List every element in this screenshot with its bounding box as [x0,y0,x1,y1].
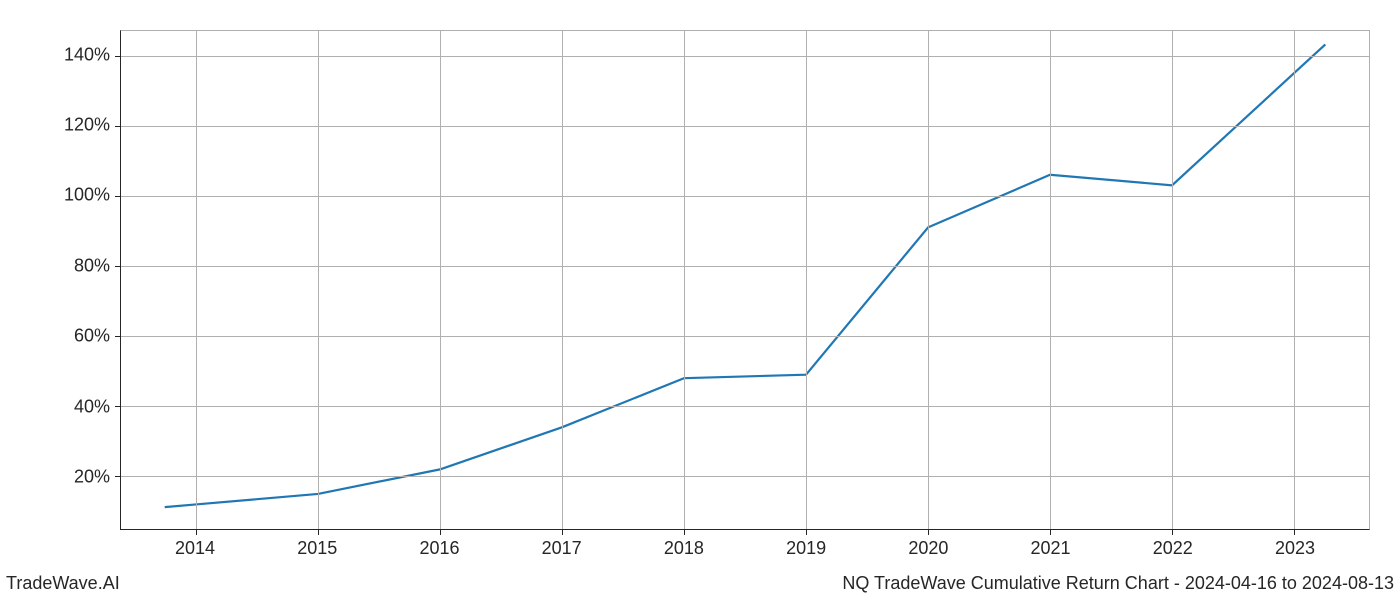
chart-container [120,30,1370,530]
grid-line-vertical [1172,31,1173,529]
x-axis-tick-label: 2023 [1275,538,1315,559]
x-axis-tick-label: 2015 [297,538,337,559]
x-axis-tick-label: 2019 [786,538,826,559]
grid-line-vertical [1050,31,1051,529]
y-axis-tick-label: 40% [74,396,110,417]
y-axis-tick-label: 20% [74,467,110,488]
grid-line-vertical [1294,31,1295,529]
x-tick-mark [1050,529,1051,535]
x-tick-mark [318,529,319,535]
x-tick-mark [684,529,685,535]
grid-line-horizontal [121,266,1369,267]
footer-caption: NQ TradeWave Cumulative Return Chart - 2… [842,573,1394,594]
grid-line-horizontal [121,126,1369,127]
grid-line-horizontal [121,476,1369,477]
x-axis-tick-label: 2020 [908,538,948,559]
grid-line-vertical [684,31,685,529]
x-tick-mark [562,529,563,535]
y-axis-tick-label: 140% [64,44,110,65]
y-tick-mark [115,406,121,407]
x-axis-tick-label: 2017 [542,538,582,559]
grid-line-horizontal [121,336,1369,337]
y-tick-mark [115,126,121,127]
grid-line-horizontal [121,196,1369,197]
y-tick-mark [115,336,121,337]
x-tick-mark [806,529,807,535]
grid-line-vertical [318,31,319,529]
y-axis-tick-label: 120% [64,115,110,136]
grid-line-vertical [562,31,563,529]
x-tick-mark [1172,529,1173,535]
y-tick-mark [115,266,121,267]
y-tick-mark [115,56,121,57]
y-axis-tick-label: 80% [74,255,110,276]
x-axis-tick-label: 2022 [1153,538,1193,559]
grid-line-vertical [928,31,929,529]
y-axis-tick-label: 100% [64,185,110,206]
x-tick-mark [1294,529,1295,535]
grid-line-vertical [440,31,441,529]
grid-line-horizontal [121,406,1369,407]
x-tick-mark [196,529,197,535]
y-tick-mark [115,476,121,477]
footer-brand: TradeWave.AI [6,573,120,594]
grid-line-vertical [806,31,807,529]
y-axis-tick-label: 60% [74,326,110,347]
line-chart-svg [121,31,1369,529]
grid-line-horizontal [121,56,1369,57]
y-tick-mark [115,196,121,197]
x-axis-tick-label: 2016 [419,538,459,559]
x-axis-tick-label: 2021 [1030,538,1070,559]
x-tick-mark [928,529,929,535]
plot-area [120,30,1370,530]
x-axis-tick-label: 2018 [664,538,704,559]
x-axis-tick-label: 2014 [175,538,215,559]
x-tick-mark [440,529,441,535]
grid-line-vertical [196,31,197,529]
